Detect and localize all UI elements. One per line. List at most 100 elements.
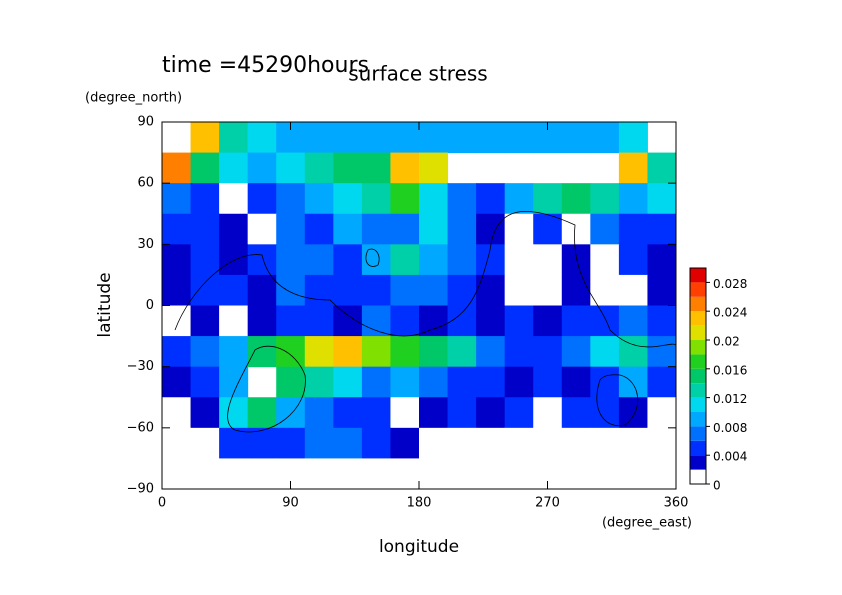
contour-cell <box>333 213 363 245</box>
contour-cell <box>219 336 249 368</box>
colorbar-swatch <box>690 340 706 355</box>
contour-cell <box>361 244 391 276</box>
coastline <box>227 345 306 433</box>
chart-subtitle: surface stress <box>348 62 487 86</box>
colorbar-swatch <box>690 325 706 340</box>
contour-cell <box>304 152 334 184</box>
colorbar-swatch <box>690 368 706 384</box>
contour-cell <box>419 274 449 306</box>
contour-cell <box>533 336 563 368</box>
y-tick-label: −30 <box>127 359 154 374</box>
contour-cell <box>590 336 620 368</box>
contour-cell <box>276 366 306 398</box>
contour-cell <box>390 213 420 245</box>
contour-cell <box>247 183 277 215</box>
contour-cell <box>333 152 363 184</box>
contour-cell <box>647 458 676 489</box>
contour-cell <box>476 274 506 306</box>
contour-cell <box>190 122 220 154</box>
contour-cell <box>247 152 277 184</box>
contour-cell <box>247 213 277 245</box>
colorbar-swatch <box>690 440 706 456</box>
colorbar-tick-label: 0.012 <box>713 392 747 406</box>
contour-cell <box>533 244 563 276</box>
contour-cell <box>476 305 506 337</box>
contour-cell <box>390 122 420 154</box>
contour-cell <box>276 427 306 459</box>
contour-cell <box>190 427 220 459</box>
y-unit: (degree_north) <box>85 91 182 106</box>
contour-cell <box>447 336 477 368</box>
contour-cell <box>276 274 306 306</box>
contour-cell <box>390 152 420 184</box>
contour-cell <box>162 183 192 215</box>
contour-cell <box>190 274 220 306</box>
contour-cell <box>533 427 563 459</box>
contour-cell <box>162 336 192 368</box>
contour-cell <box>590 366 620 398</box>
contour-cell <box>162 244 192 276</box>
colorbar-tick-label: 0.024 <box>713 306 747 320</box>
contour-cell <box>476 183 506 215</box>
contour-cell <box>561 366 591 398</box>
contour-cell <box>618 458 648 489</box>
contour-cell <box>476 397 506 429</box>
contour-cell <box>561 183 591 215</box>
contour-cell <box>190 458 220 489</box>
colorbar-swatch <box>690 426 706 441</box>
colorbar-swatch <box>690 383 706 398</box>
contour-cell <box>447 244 477 276</box>
x-axis-label: longitude <box>379 537 459 557</box>
contour-cell <box>647 274 676 306</box>
contour-cell <box>447 183 477 215</box>
colorbar-swatch <box>690 311 706 326</box>
contour-cell <box>333 122 363 154</box>
contour-cell <box>247 122 277 154</box>
contour-cell <box>361 397 391 429</box>
coastline <box>365 248 380 267</box>
x-tick-label: 360 <box>664 496 689 511</box>
axes: 0 90 180 270 360 −90 −60 −30 0 30 60 90 0 0.004 0.008 0… <box>127 115 748 511</box>
contour-cell <box>390 183 420 215</box>
contour-cell <box>419 305 449 337</box>
y-tick-label: 60 <box>137 176 154 191</box>
contour-cell <box>304 244 334 276</box>
contour-cell <box>590 122 620 154</box>
y-tick-label: 90 <box>137 115 154 130</box>
contour-cell <box>476 366 506 398</box>
contour-cell <box>505 153 534 184</box>
contour-cell <box>304 183 334 215</box>
contour-cell <box>219 152 249 184</box>
contour-cell <box>190 305 220 337</box>
x-tick-label: 90 <box>282 496 299 511</box>
contour-cell <box>361 458 391 489</box>
contour-cell <box>561 122 591 154</box>
contour-cell <box>533 183 563 215</box>
coastlines <box>174 211 676 433</box>
contour-cell <box>276 152 306 184</box>
contour-cell <box>304 213 334 245</box>
contour-cell <box>618 305 648 337</box>
contour-cell <box>419 213 449 245</box>
contour-cell <box>162 152 192 184</box>
contour-cell <box>419 183 449 215</box>
contour-cell <box>247 305 277 337</box>
contour-cell <box>304 274 334 306</box>
contour-cell <box>247 244 277 276</box>
contour-cell <box>618 183 648 215</box>
contour-cell <box>504 366 534 398</box>
contour-cell <box>390 427 420 459</box>
colorbar-tick-label: 0.008 <box>713 421 747 435</box>
contour-cell <box>219 305 249 337</box>
y-tick-label: −60 <box>127 420 154 435</box>
chart-title: time =45290hours <box>162 53 369 78</box>
contour-cell <box>561 458 591 489</box>
contour-cell <box>590 427 620 459</box>
contour-cell <box>162 213 192 245</box>
colorbar-tick-label: 0 <box>713 479 721 493</box>
contour-cell <box>476 122 506 154</box>
contour-cell <box>162 366 192 398</box>
contour-cell <box>618 152 648 184</box>
contour-cell <box>447 305 477 337</box>
